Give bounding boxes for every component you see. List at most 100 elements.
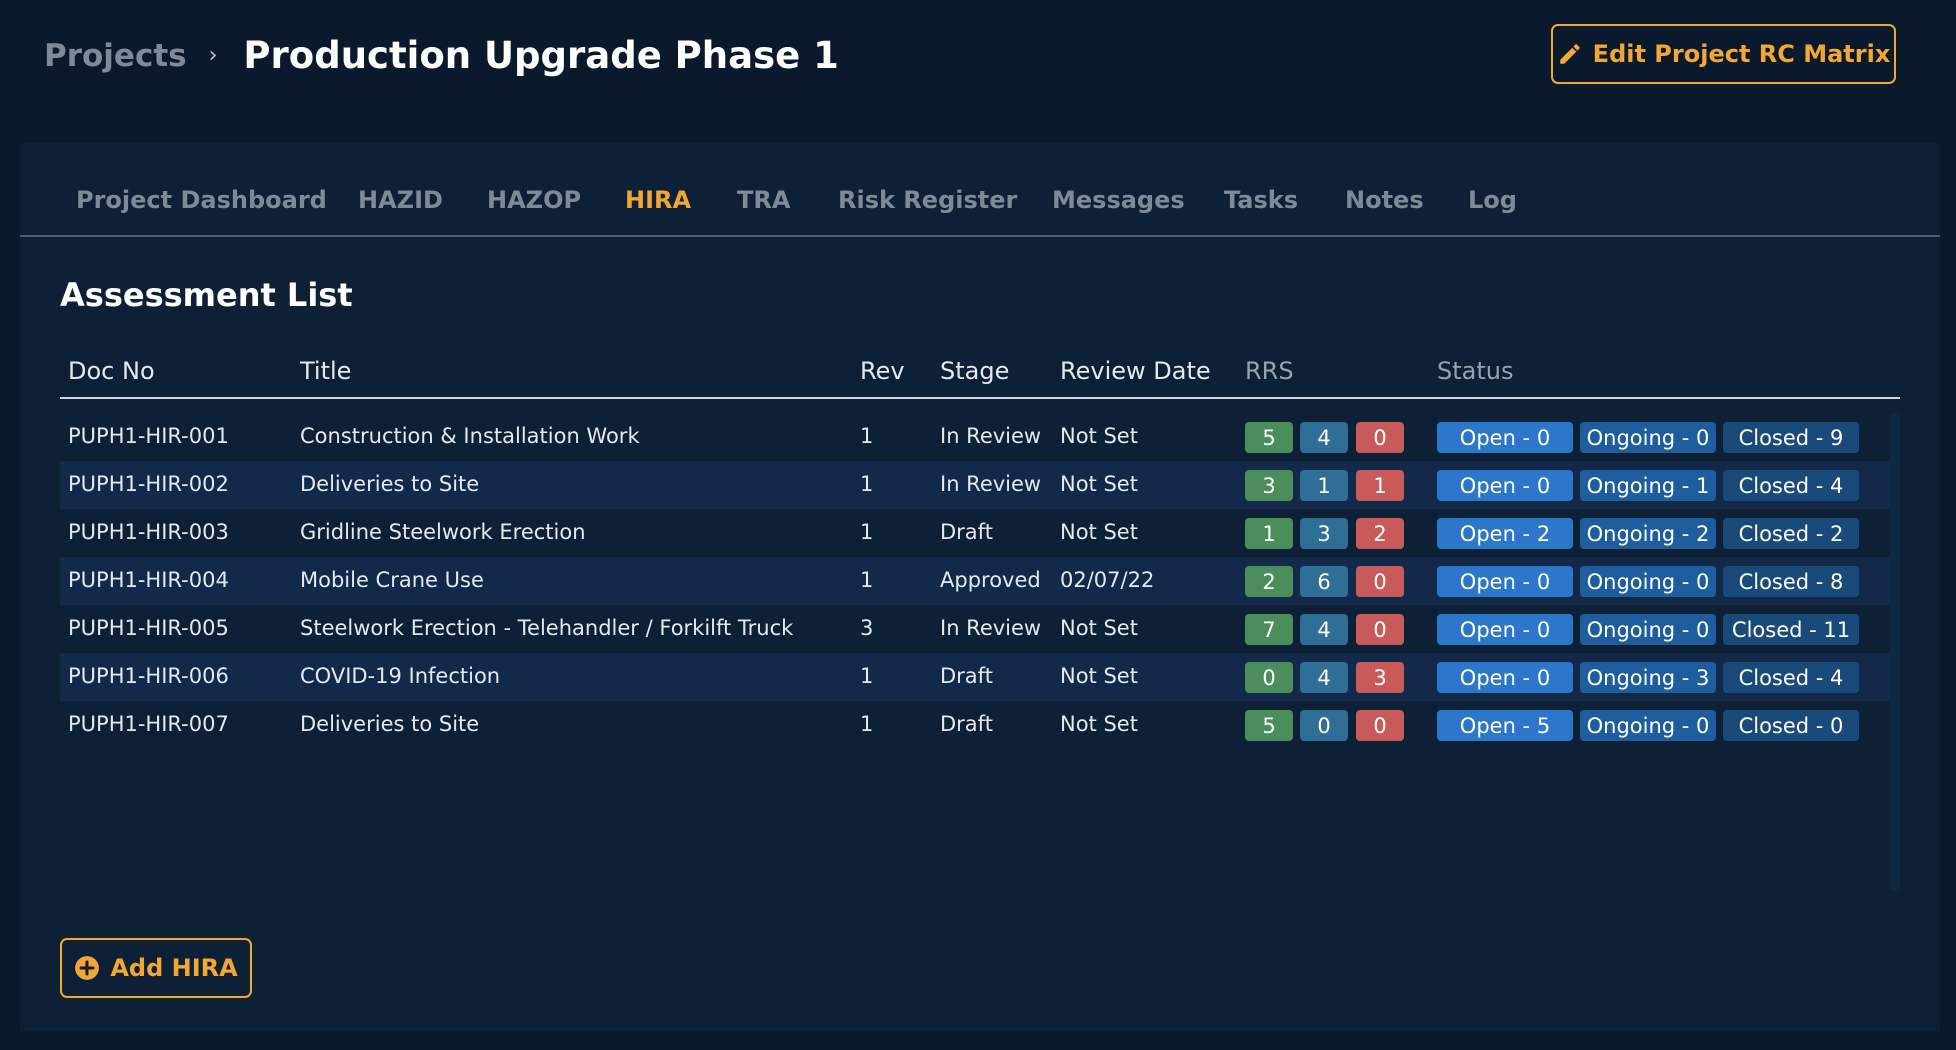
rrs-blue-badge: 6 [1300,566,1348,597]
doc-no-cell[interactable]: PUPH1-HIR-002 [68,472,229,496]
doc-no-cell[interactable]: PUPH1-HIR-001 [68,424,229,448]
column-title[interactable]: Title [300,357,352,385]
stage-cell: In Review [940,616,1042,640]
stage-cell: Approved [940,568,1041,592]
status-open-badge[interactable]: Open - 0 [1437,470,1573,501]
title-cell[interactable]: Mobile Crane Use [300,568,484,592]
rrs-green-badge: 1 [1245,518,1293,549]
review-date-cell: Not Set [1060,616,1138,640]
title-cell[interactable]: Steelwork Erection - Telehandler / Forki… [300,616,794,640]
breadcrumb-projects-link[interactable]: Projects [44,37,187,74]
status-ongoing-badge[interactable]: Ongoing - 0 [1580,566,1716,597]
rev-cell: 1 [860,520,874,544]
table-row[interactable]: PUPH1-HIR-006 COVID-19 Infection 1 Draft Not… [60,653,1900,701]
status-open-badge[interactable]: Open - 5 [1437,710,1573,741]
doc-no-cell[interactable]: PUPH1-HIR-005 [68,616,229,640]
title-cell[interactable]: COVID-19 Infection [300,664,501,688]
rrs-red-badge: 0 [1356,710,1404,741]
add-hira-button[interactable]: Add HIRA [60,938,252,998]
column-rrs: RRS [1245,357,1294,385]
review-date-cell: Not Set [1060,472,1138,496]
status-ongoing-badge[interactable]: Ongoing - 1 [1580,470,1716,501]
stage-cell: In Review [940,424,1042,448]
doc-no-cell[interactable]: PUPH1-HIR-004 [68,568,229,592]
rrs-blue-badge: 4 [1300,662,1348,693]
doc-no-cell[interactable]: PUPH1-HIR-006 [68,664,229,688]
status-open-badge[interactable]: Open - 2 [1437,518,1573,549]
tab-hazid[interactable]: HAZID [358,186,443,214]
pencil-icon [1559,44,1580,64]
rrs-blue-badge: 1 [1300,470,1348,501]
rev-cell: 1 [860,712,874,736]
review-date-cell: Not Set [1060,712,1138,736]
table-row[interactable]: PUPH1-HIR-002 Deliveries to Site 1 In Revie… [60,461,1900,509]
review-date-cell: 02/07/22 [1060,568,1155,592]
status-closed-badge[interactable]: Closed - 0 [1723,710,1859,741]
rrs-green-badge: 5 [1245,710,1293,741]
doc-no-cell[interactable]: PUPH1-HIR-003 [68,520,229,544]
status-closed-badge[interactable]: Closed - 4 [1723,662,1859,693]
tab-hazop[interactable]: HAZOP [487,186,582,214]
status-open-badge[interactable]: Open - 0 [1437,422,1573,453]
rrs-green-badge: 2 [1245,566,1293,597]
rev-cell: 1 [860,664,874,688]
table-row[interactable]: PUPH1-HIR-005 Steelwork Erection - Teleha… [60,605,1900,653]
title-cell[interactable]: Deliveries to Site [300,472,480,496]
edit-project-rc-matrix-button[interactable]: Edit Project RC Matrix [1551,24,1896,84]
column-doc-no[interactable]: Doc No [68,357,155,385]
title-cell[interactable]: Construction & Installation Work [300,424,640,448]
column-stage[interactable]: Stage [940,357,1010,385]
content-panel: Project Dashboard HAZID HAZOP HIRA TRA R… [20,143,1940,1031]
status-closed-badge[interactable]: Closed - 9 [1723,422,1859,453]
tab-messages[interactable]: Messages [1052,186,1185,214]
tab-hira[interactable]: HIRA [625,186,692,214]
chevron-right-icon: › [208,43,218,68]
tab-project-dashboard[interactable]: Project Dashboard [76,186,327,214]
review-date-cell: Not Set [1060,424,1138,448]
rrs-red-badge: 0 [1356,422,1404,453]
title-cell[interactable]: Deliveries to Site [300,712,480,736]
rrs-red-badge: 1 [1356,470,1404,501]
rrs-green-badge: 7 [1245,614,1293,645]
table-row[interactable]: PUPH1-HIR-001 Construction & Installation… [60,413,1900,461]
table-row[interactable]: PUPH1-HIR-007 Deliveries to Site 1 Draft Not… [60,701,1900,749]
table-header: Doc No Title Rev Stage Review Date RRS S… [60,353,1900,399]
rev-cell: 3 [860,616,874,640]
page-header: Projects › Production Upgrade Phase 1 Ed… [0,0,1956,140]
status-open-badge[interactable]: Open - 0 [1437,614,1573,645]
tab-notes[interactable]: Notes [1345,186,1424,214]
review-date-cell: Not Set [1060,520,1138,544]
status-closed-badge[interactable]: Closed - 11 [1723,614,1859,645]
tab-tasks[interactable]: Tasks [1224,186,1299,214]
column-review-date[interactable]: Review Date [1060,357,1211,385]
add-hira-label: Add HIRA [110,954,238,982]
status-ongoing-badge[interactable]: Ongoing - 3 [1580,662,1716,693]
status-open-badge[interactable]: Open - 0 [1437,662,1573,693]
status-open-badge[interactable]: Open - 0 [1437,566,1573,597]
rrs-red-badge: 3 [1356,662,1404,693]
table-row[interactable]: PUPH1-HIR-004 Mobile Crane Use 1 Approved 02… [60,557,1900,605]
tab-log[interactable]: Log [1468,186,1517,214]
tab-tra[interactable]: TRA [737,186,791,214]
page-title: Production Upgrade Phase 1 [243,34,839,77]
status-closed-badge[interactable]: Closed - 4 [1723,470,1859,501]
status-ongoing-badge[interactable]: Ongoing - 0 [1580,422,1716,453]
doc-no-cell[interactable]: PUPH1-HIR-007 [68,712,229,736]
rrs-green-badge: 3 [1245,470,1293,501]
status-closed-badge[interactable]: Closed - 8 [1723,566,1859,597]
table-scrollbar[interactable] [1890,413,1900,891]
column-rev[interactable]: Rev [860,357,905,385]
rrs-blue-badge: 4 [1300,614,1348,645]
rev-cell: 1 [860,424,874,448]
stage-cell: Draft [940,664,993,688]
table-row[interactable]: PUPH1-HIR-003 Gridline Steelwork Erection… [60,509,1900,557]
breadcrumb: Projects › Production Upgrade Phase 1 [44,34,839,77]
status-closed-badge[interactable]: Closed - 2 [1723,518,1859,549]
status-ongoing-badge[interactable]: Ongoing - 0 [1580,614,1716,645]
rrs-red-badge: 2 [1356,518,1404,549]
status-ongoing-badge[interactable]: Ongoing - 0 [1580,710,1716,741]
status-ongoing-badge[interactable]: Ongoing - 2 [1580,518,1716,549]
section-title: Assessment List [60,276,353,314]
tab-risk-register[interactable]: Risk Register [838,186,1018,214]
title-cell[interactable]: Gridline Steelwork Erection [300,520,586,544]
